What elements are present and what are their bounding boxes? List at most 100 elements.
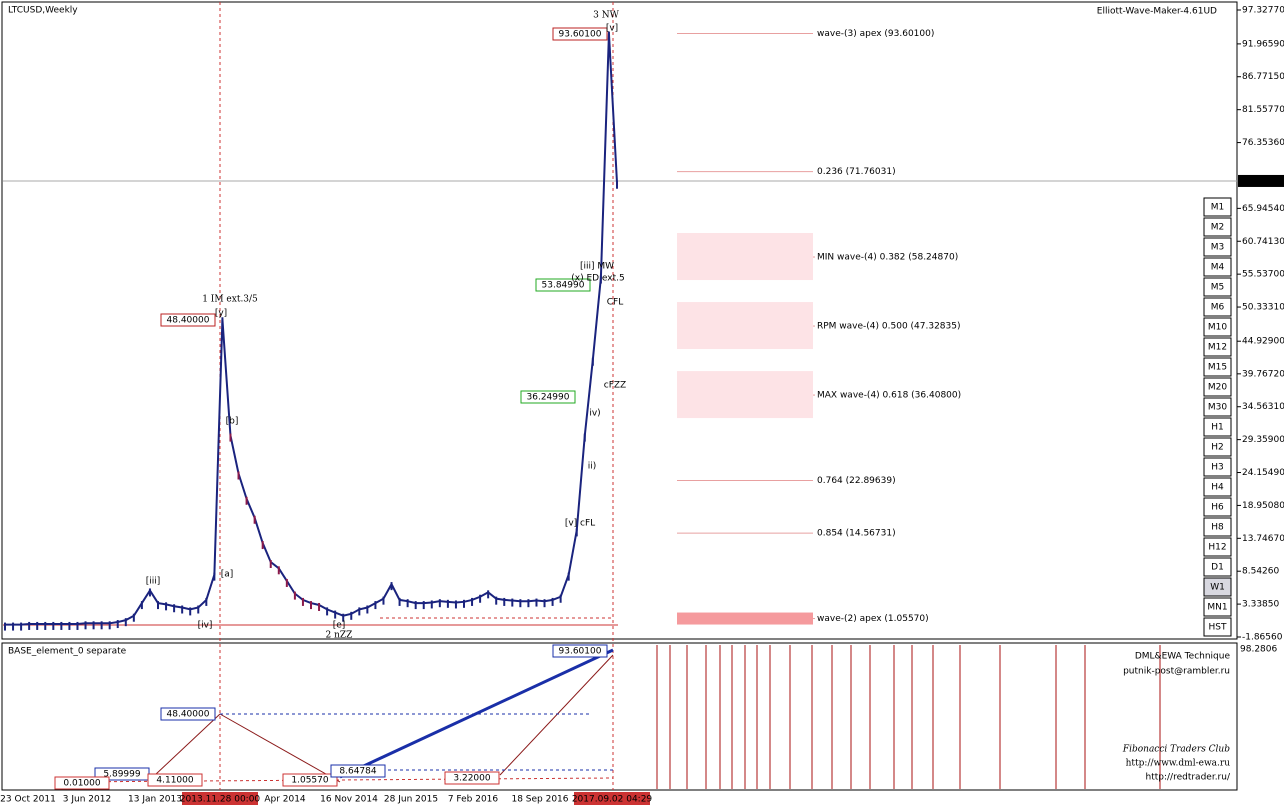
x-tick-label: 16 Nov 2014 [320,795,378,805]
panel-label-box [330,764,386,778]
timeframe-label[interactable]: M1 [1211,203,1225,213]
panel-label: 8.64784 [339,767,376,777]
timeframe-button[interactable] [1203,357,1232,377]
annotation: iv) [589,409,600,419]
timeframe-button[interactable] [1203,437,1232,457]
timeframe-label[interactable]: MN1 [1207,603,1227,613]
timeframe-button[interactable] [1203,617,1232,637]
timeframe-button[interactable] [1203,197,1232,217]
wave-line [339,648,614,779]
timeframe-button[interactable] [1203,597,1232,617]
current-price: 70.28200 [1240,176,1283,186]
timeframe-button[interactable] [1203,557,1232,577]
credit: http://www.dml-ewa.ru [1126,759,1231,769]
annotation: [a] [221,570,234,580]
y-tick-label: 86.77150 [1242,72,1284,82]
annotation-box [160,313,216,327]
credit: http://redtrader.ru/ [1146,773,1231,783]
timeframe-button[interactable] [1203,497,1232,517]
timeframe-label[interactable]: D1 [1211,563,1224,573]
annotation: 36.24990 [527,393,570,403]
y-tick-label: 97.32770 [1242,6,1284,16]
y-tick-label: 65.94540 [1242,204,1284,214]
y-tick-label: 18.95080 [1242,501,1284,511]
timeframe-button[interactable] [1203,577,1232,597]
x-tick-label: Apr 2014 [264,795,306,805]
timeframe-label[interactable]: M2 [1211,223,1225,233]
timeframe-label[interactable]: M10 [1208,323,1227,333]
timeframe-label[interactable]: M3 [1211,243,1225,253]
annotation: CFL [607,298,623,308]
timeframe-button[interactable] [1203,377,1232,397]
timeframe-label[interactable]: M12 [1208,343,1227,353]
timeframe-label[interactable]: M15 [1208,363,1227,373]
y-tick-label: 3.33850 [1242,600,1279,610]
timeframe-button[interactable] [1203,337,1232,357]
timeframe-label[interactable]: H12 [1208,543,1226,553]
wave-line [219,713,341,783]
x-tick-label: 18 Sep 2016 [511,795,568,805]
timeframe-label[interactable]: M4 [1211,263,1225,273]
timeframe-label[interactable]: H1 [1211,423,1224,433]
annotation: [e] [333,621,346,631]
timeframe-button[interactable] [1203,317,1232,337]
annotation: ii) [588,462,597,472]
annotation: 53.84990 [542,281,585,291]
annotation: 48.40000 [167,316,210,326]
panel-label-box [54,776,110,790]
timeframe-button[interactable] [1203,237,1232,257]
timeframe-label[interactable]: M6 [1211,303,1225,313]
fib-zone [677,371,813,419]
y-tick-label: -1.86560 [1242,633,1283,643]
timeframe-label[interactable]: M30 [1208,403,1227,413]
timeframe-label[interactable]: H2 [1211,443,1224,453]
timeframe-button[interactable] [1203,537,1232,557]
panel-label-box [444,771,500,785]
timeframe-button[interactable] [1203,257,1232,277]
fib-zone [677,233,813,281]
annotation-box [535,278,591,292]
timeframe-button[interactable] [1203,297,1232,317]
main-frame [1,1,1238,640]
timeframe-button[interactable] [1203,477,1232,497]
credit: Fibonacci Traders Club [1122,745,1230,755]
indicator-name: Elliott-Wave-Maker-4.61UD [1097,7,1217,17]
timeframe-label[interactable]: W1 [1210,583,1225,593]
timeframe-button[interactable] [1203,517,1232,537]
timeframe-button[interactable] [1203,417,1232,437]
timeframe-button[interactable] [1203,397,1232,417]
x-tick-label: 28 Jun 2015 [384,795,438,805]
fib-label: MIN wave-(4) 0.382 (58.24870) [817,253,958,263]
timeframe-label[interactable]: H3 [1211,463,1224,473]
timeframe-label[interactable]: H4 [1211,483,1224,493]
panel-label: 0.01000 [63,779,100,789]
annotation: (x) ED ext.5 [571,274,625,284]
annotation: 1 IM ext.3/5 [202,295,258,305]
timeframe-label[interactable]: M20 [1208,383,1227,393]
timeframe-label[interactable]: M5 [1211,283,1225,293]
credit: DML&EWA Technique [1135,652,1231,662]
fib-label: 0.764 (22.89639) [817,476,896,486]
annotation: 2 nZZ [326,631,353,641]
y-tick-label: 24.15490 [1242,468,1284,478]
annotation: [iii] [146,577,161,587]
timeframe-button[interactable] [1203,217,1232,237]
timeframe-button[interactable] [1203,277,1232,297]
panel-label: 4.11000 [156,776,193,786]
fib-label: 0.854 (14.56731) [817,529,896,539]
y-tick-label: 91.96590 [1242,39,1284,49]
y-tick-label: 39.76720 [1242,369,1284,379]
timeframe-label[interactable]: H8 [1211,523,1224,533]
timeframe-label[interactable]: HST [1209,623,1227,633]
fib-label: RPM wave-(4) 0.500 (47.32835) [817,322,961,332]
fib-label: wave-(3) apex (93.60100) [817,29,934,39]
x-tick-label: 2017.09.02 04:29 [572,795,653,805]
x-tick-label: 13 Jan 2013 [128,795,182,805]
timeframe-label[interactable]: H6 [1211,503,1224,513]
y-tick-label: 50.33310 [1242,303,1284,313]
panel-label-box [147,773,203,787]
panel-axis-label: 98.2806 [1240,645,1277,655]
panel-title: BASE_element_0 separate [8,647,127,657]
timeframe-button[interactable] [1203,457,1232,477]
annotation-box [552,27,608,41]
